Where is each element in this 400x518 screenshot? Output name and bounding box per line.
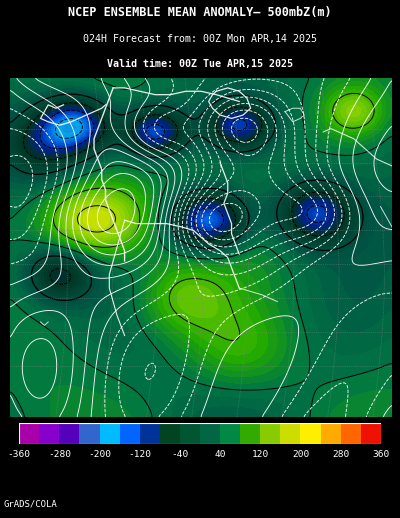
Text: Valid time: 00Z Tue APR,15 2025: Valid time: 00Z Tue APR,15 2025 <box>107 59 293 68</box>
Bar <box>80 423 100 444</box>
Text: 360: 360 <box>372 450 390 458</box>
Bar <box>361 423 381 444</box>
Bar <box>320 423 341 444</box>
Text: 200: 200 <box>292 450 309 458</box>
Polygon shape <box>11 423 19 444</box>
Bar <box>341 423 361 444</box>
Bar <box>19 423 39 444</box>
Bar <box>300 423 320 444</box>
Text: -360: -360 <box>8 450 31 458</box>
Polygon shape <box>381 423 389 444</box>
Bar <box>180 423 200 444</box>
Bar <box>160 423 180 444</box>
Bar <box>220 423 240 444</box>
Bar <box>39 423 59 444</box>
Text: 40: 40 <box>214 450 226 458</box>
Text: GrADS/COLA: GrADS/COLA <box>4 499 58 508</box>
Bar <box>120 423 140 444</box>
Bar <box>280 423 300 444</box>
Bar <box>140 423 160 444</box>
Text: -120: -120 <box>128 450 151 458</box>
Text: NCEP ENSEMBLE MEAN ANOMALY– 500mbZ(m): NCEP ENSEMBLE MEAN ANOMALY– 500mbZ(m) <box>68 6 332 19</box>
Bar <box>100 423 120 444</box>
Bar <box>59 423 80 444</box>
Bar <box>200 423 220 444</box>
Bar <box>240 423 260 444</box>
Text: -40: -40 <box>171 450 188 458</box>
Text: 024H Forecast from: 00Z Mon APR,14 2025: 024H Forecast from: 00Z Mon APR,14 2025 <box>83 34 317 44</box>
Text: -200: -200 <box>88 450 111 458</box>
Text: 120: 120 <box>252 450 269 458</box>
Bar <box>260 423 280 444</box>
Text: -280: -280 <box>48 450 71 458</box>
Text: 280: 280 <box>332 450 349 458</box>
